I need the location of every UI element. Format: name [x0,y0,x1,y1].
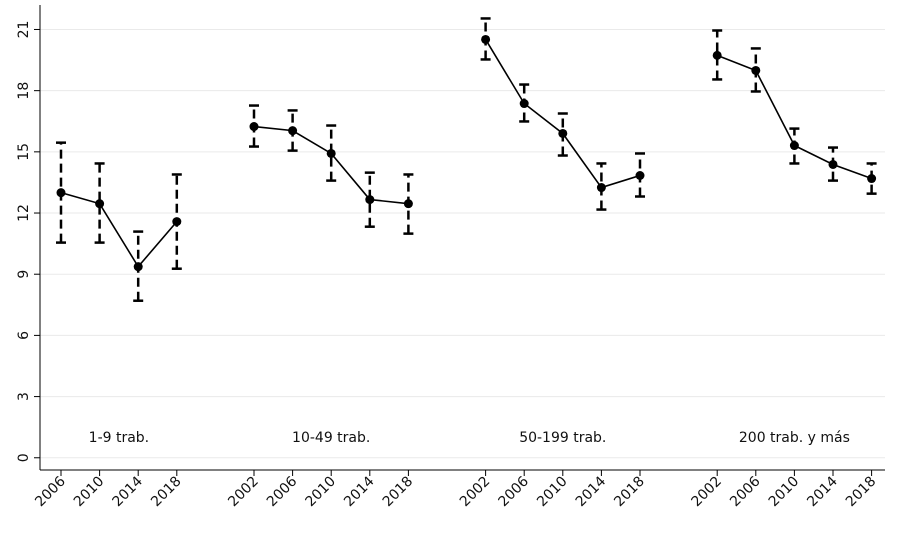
group-label: 10-49 trab. [292,430,370,446]
point [326,148,336,158]
line [60,191,178,269]
point [867,174,877,184]
point [596,183,606,193]
point [828,159,838,169]
point [172,217,182,227]
point [712,50,722,60]
point [751,65,761,75]
point [95,199,105,209]
point [133,262,143,272]
point [481,34,491,44]
y-tick-label: 18 [16,82,32,100]
point [635,171,645,180]
y-tick-label: 0 [16,453,32,462]
group-label: 1-9 trab. [89,430,149,446]
point [288,126,298,136]
point [558,128,568,138]
point [56,188,66,198]
point [403,199,413,209]
point [519,99,529,109]
point [365,195,375,205]
group-label: 50-199 trab. [519,430,606,446]
point [249,122,259,132]
y-tick-label: 3 [16,392,32,401]
group-label: 200 trab. y más [739,430,850,446]
y-tick-label: 12 [16,204,32,222]
y-tick-label: 15 [16,143,32,161]
y-tick-label: 21 [16,21,32,39]
y-tick-label: 6 [16,331,32,340]
point [789,141,799,151]
y-tick-label: 9 [16,270,32,279]
